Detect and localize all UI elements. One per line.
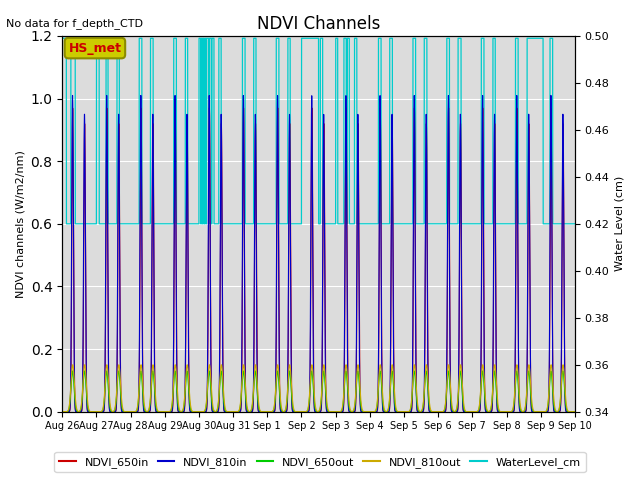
Y-axis label: Water Level (cm): Water Level (cm)	[615, 176, 625, 271]
Legend: NDVI_650in, NDVI_810in, NDVI_650out, NDVI_810out, WaterLevel_cm: NDVI_650in, NDVI_810in, NDVI_650out, NDV…	[54, 452, 586, 472]
Text: HS_met: HS_met	[68, 42, 122, 55]
Text: No data for f_depth_CTD: No data for f_depth_CTD	[6, 18, 143, 29]
Title: NDVI Channels: NDVI Channels	[257, 15, 380, 33]
Y-axis label: NDVI channels (W/m2/nm): NDVI channels (W/m2/nm)	[15, 150, 25, 298]
